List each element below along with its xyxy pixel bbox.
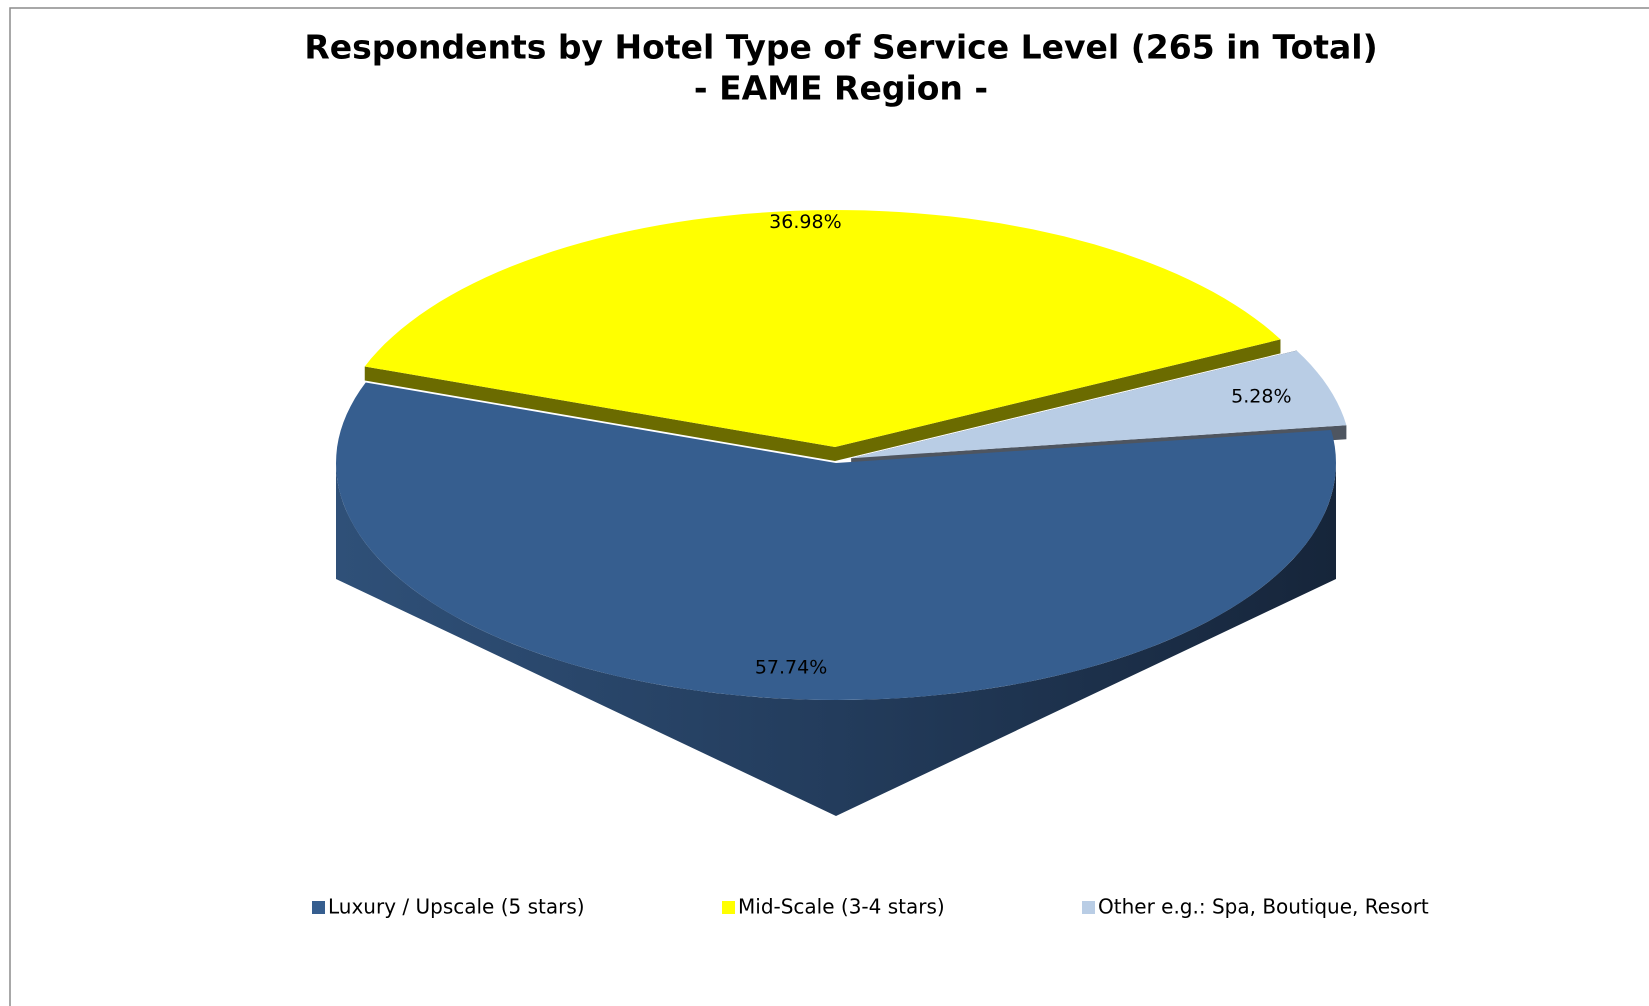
chart-subtitle: - EAME Region - bbox=[694, 69, 988, 108]
legend-label: Other e.g.: Spa, Boutique, Resort bbox=[1098, 895, 1429, 919]
slice-edge bbox=[835, 339, 1281, 462]
legend-swatch bbox=[722, 901, 735, 914]
pie-slice bbox=[851, 350, 1347, 459]
pie-slice bbox=[336, 382, 1336, 700]
data-label: 36.98% bbox=[769, 211, 841, 233]
legend-swatch bbox=[312, 901, 325, 914]
pie-slice bbox=[364, 210, 1281, 448]
legend-label: Luxury / Upscale (5 stars) bbox=[328, 895, 585, 919]
slice-side bbox=[336, 463, 1336, 816]
chart-title: Respondents by Hotel Type of Service Lev… bbox=[304, 28, 1377, 67]
data-label: 5.28% bbox=[1231, 385, 1291, 407]
data-label: 57.74% bbox=[755, 657, 827, 679]
legend-label: Mid-Scale (3-4 stars) bbox=[738, 895, 945, 919]
legend-swatch bbox=[1082, 901, 1095, 914]
slice-edge bbox=[364, 366, 836, 462]
